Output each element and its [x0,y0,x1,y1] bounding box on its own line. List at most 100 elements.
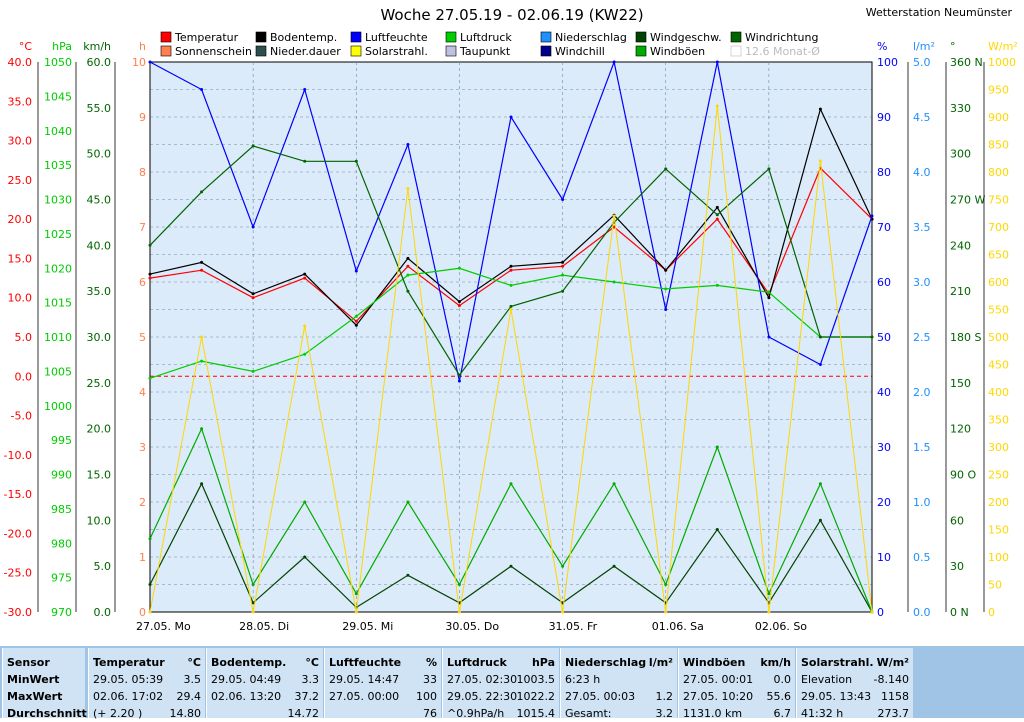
tick-label: 45.0 [87,194,112,207]
tick-label: 120 [950,423,971,436]
tick-label: 700 [988,221,1009,234]
stats-value: 3.2 [655,707,674,720]
tick-label: 4.5 [913,111,931,124]
stats-title: Temperatur [93,656,165,669]
stats-unit: % [425,656,437,669]
tick-label: 50 [988,579,1002,592]
tick-label: 270 W [950,194,985,207]
stats-detail: (+ 2.20 ) [93,707,143,720]
data-point [509,564,513,568]
legend-label: Luftfeuchte [365,31,428,44]
legend-label: Solarstrahl. [365,45,428,58]
stats-detail: ^0.9hPa/h [447,707,505,720]
tick-label: 25.0 [8,174,33,187]
tick-label: 0.0 [94,606,112,619]
stats-value: 1.2 [655,690,674,703]
stats-detail: 1131.0 km [683,707,743,720]
data-point [457,610,461,614]
stats-block: Temperatur °C 29.05. 05:39 3.5 02.06. 17:02 2… [88,648,205,720]
data-point [715,445,719,449]
legend-swatch [350,45,362,57]
stats-title: Luftfeuchte [329,656,402,669]
tick-label: 300 [950,148,971,161]
stats-block: Solarstrahl. W/m² Elevation -8.140 29.05. 13… [796,648,913,720]
stats-detail: 29.05. 04:49 [211,673,282,686]
data-point [148,583,152,586]
stats-block: Luftdruck hPa 27.05. 02:30 1003.5 29.05. 22:… [442,648,559,720]
tick-label: 980 [51,537,72,550]
tick-label: 15.0 [87,469,112,482]
legend-label: Luftdruck [460,31,512,44]
tick-label: 180 S [950,331,981,344]
data-point [664,268,668,272]
tick-label: 1025 [44,228,72,241]
tick-label: 300 [988,441,1009,454]
stats-block: Luftfeuchte% 29.05. 14:47 33 27.05. 00:00 10… [324,648,441,720]
tick-label: 360 N [950,56,983,69]
day-label: 27.05. Mo [136,620,191,633]
data-point [354,319,358,323]
tick-label: 70 [877,221,891,234]
label-sensor: Sensor [7,656,50,669]
data-point [767,167,771,171]
tick-label: 8 [139,166,146,179]
data-point [612,280,616,284]
data-point [715,213,719,217]
data-point [561,273,565,277]
tick-label: 800 [988,166,1009,179]
tick-label: 35.0 [87,285,112,298]
data-point [354,159,358,163]
tick-label: 6 [139,276,146,289]
tick-label: 50 [877,331,891,344]
data-point [612,482,616,486]
legend-label: Windgeschw. [650,31,722,44]
tick-label: 60.0 [87,56,112,69]
station-name: Wetterstation Neumünster [866,6,1013,19]
tick-label: 35.0 [8,95,33,108]
legend-swatch [635,45,647,57]
data-point [457,304,461,308]
stats-detail: 29.05. 14:47 [329,673,400,686]
data-point [818,159,822,163]
tick-label: 4 [139,386,146,399]
tick-label: 2.0 [913,386,931,399]
axes: °C40.035.030.025.020.015.010.05.00.0-5.0… [4,40,1018,619]
data-point [509,264,513,268]
tick-label: 1030 [44,194,72,207]
tick-label: 0.0 [15,370,33,383]
stats-detail: 27.05. 00:01 [683,673,754,686]
stats-value: 14.80 [169,707,202,720]
stats-value: 29.4 [176,690,202,703]
stats-block: Niederschlag l/m² 6:23 h 27.05. 00:03 1.2 Ges… [560,648,677,720]
stats-block: Bodentemp. °C 29.05. 04:49 3.3 02.06. 13:20 3… [206,648,323,720]
chart-legend: Temperatur Bodentemp. Luftfeuchte Luftdruck… [160,31,820,58]
tick-label: 250 [988,469,1009,482]
stats-value: 0.0 [773,673,792,686]
tick-label: -5.0 [11,410,32,423]
data-point [818,482,822,486]
tick-label: 30.0 [87,331,112,344]
legend-swatch [445,31,457,43]
data-point [664,610,668,614]
tick-label: 3.5 [913,221,931,234]
data-point [870,610,874,614]
stats-value: 76 [423,707,437,720]
tick-label: 55.0 [87,102,112,115]
data-point [148,60,152,64]
data-point [200,190,204,194]
stats-value: 100 [416,690,437,703]
tick-label: 1015 [44,297,72,310]
tick-label: 60 [950,514,964,527]
tick-label: 150 [988,524,1009,537]
data-point [509,268,513,272]
legend-swatch [255,31,267,43]
data-point [664,583,668,586]
tick-label: 650 [988,249,1009,262]
data-point [767,592,771,596]
label-avg: Durchschnitt [7,707,87,720]
data-point [303,324,307,328]
data-point [200,260,204,264]
data-point [200,268,204,272]
data-point [251,601,255,605]
tick-label: 10 [132,56,146,69]
